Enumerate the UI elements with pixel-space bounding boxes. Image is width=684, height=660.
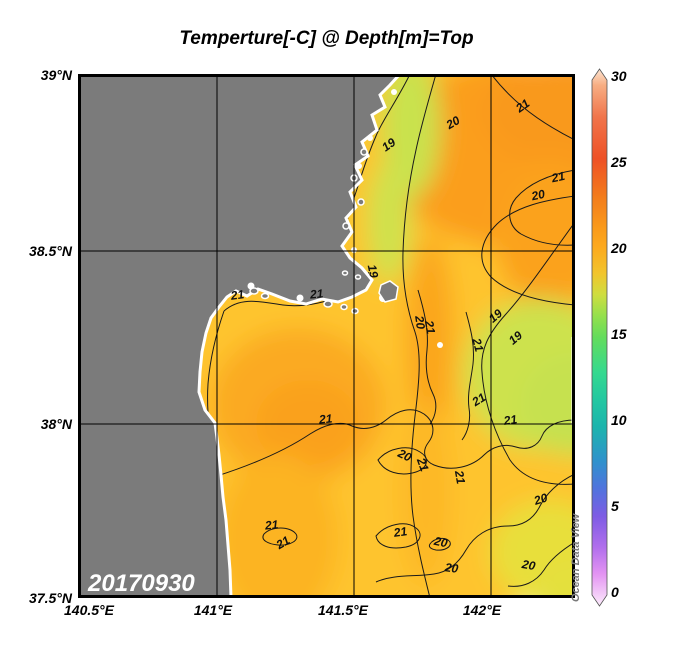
contour-line: [481, 195, 575, 306]
colorbar: [591, 68, 608, 607]
contour-line: [490, 74, 575, 141]
x-axis-label-141-5e: 141.5°E: [318, 602, 368, 618]
y-axis-label-38n: 38°N: [40, 416, 72, 432]
contour-line: [417, 289, 437, 425]
contour-value-label: 19: [365, 263, 382, 279]
temperature-region: [533, 560, 575, 598]
contour-value-label: 21: [549, 169, 566, 186]
contour-value-label: 20: [443, 113, 463, 132]
contour-value-label: 20: [412, 314, 428, 330]
islands: [249, 148, 399, 315]
contour-line: [507, 541, 575, 587]
temperature-region: [483, 74, 575, 167]
plot-title: Temperture[-C] @ Depth[m]=Top: [179, 28, 474, 49]
contour-value-label: 20: [520, 557, 537, 573]
contour-value-label: 21: [414, 455, 432, 474]
contour-value-label: 21: [392, 524, 408, 540]
temperature-region: [406, 237, 454, 447]
contour-value-label: 21: [422, 319, 438, 336]
contour-line: [262, 527, 298, 546]
contour-value-label: 21: [317, 411, 333, 426]
x-axis-label-140-5e: 140.5°E: [64, 602, 114, 618]
colorbar-gradient-bar: [591, 68, 608, 607]
colorbar-tick-25: 25: [611, 154, 627, 170]
y-axis-label-38-5n: 38.5°N: [29, 243, 72, 259]
colorbar-tick-0: 0: [611, 584, 619, 600]
contour-line: [402, 74, 437, 598]
x-axis-label-142e: 142°E: [462, 602, 502, 618]
contour-line: [509, 169, 575, 246]
contour-line: [377, 447, 427, 475]
y-axis-label-39n: 39°N: [40, 67, 72, 83]
colorbar-tick-15: 15: [611, 326, 627, 342]
colorbar-tick-30: 30: [611, 68, 627, 84]
contour-line: [375, 473, 575, 583]
contour-line: [481, 221, 575, 485]
contour-line: [461, 311, 474, 441]
map-frame: [78, 74, 575, 598]
date-stamp: 20170930: [87, 570, 195, 597]
contour-value-label: 21: [512, 96, 532, 116]
grid-lines: [78, 74, 575, 598]
contour-value-label: 20: [531, 490, 549, 508]
contour-value-label: 21: [452, 469, 468, 486]
colorbar-tick-20: 20: [611, 240, 627, 256]
x-axis-label-141e: 141°E: [193, 602, 233, 618]
contour-line: [375, 523, 421, 549]
temperature-region: [218, 454, 338, 598]
temperature-region: [495, 159, 575, 309]
odv-watermark: Ocean Data View: [570, 513, 582, 602]
land-mass: [78, 74, 403, 598]
contour-value-label: 20: [395, 446, 414, 465]
contour-value-label: 21: [469, 390, 489, 410]
contour-line: [216, 409, 575, 477]
contour-line: [428, 537, 451, 551]
y-axis-label-37-5n: 37.5°N: [29, 590, 72, 606]
contour-value-label: 21: [229, 287, 245, 303]
contour-value-label: 21: [308, 286, 324, 301]
colorbar-tick-10: 10: [611, 412, 627, 428]
temperature-region: [367, 160, 411, 284]
contour-value-label: 20: [443, 560, 459, 576]
contour-value-label: 21: [263, 517, 279, 532]
contour-value-label: 21: [502, 412, 518, 428]
contour-value-label: 21: [273, 533, 293, 552]
contour-value-label: 20: [529, 187, 546, 204]
colorbar-tick-5: 5: [611, 498, 619, 514]
temperature-region: [400, 402, 452, 586]
temperature-region: [520, 352, 575, 456]
contour-value-label: 20: [432, 534, 449, 551]
contour-value-label: 21: [469, 336, 486, 354]
